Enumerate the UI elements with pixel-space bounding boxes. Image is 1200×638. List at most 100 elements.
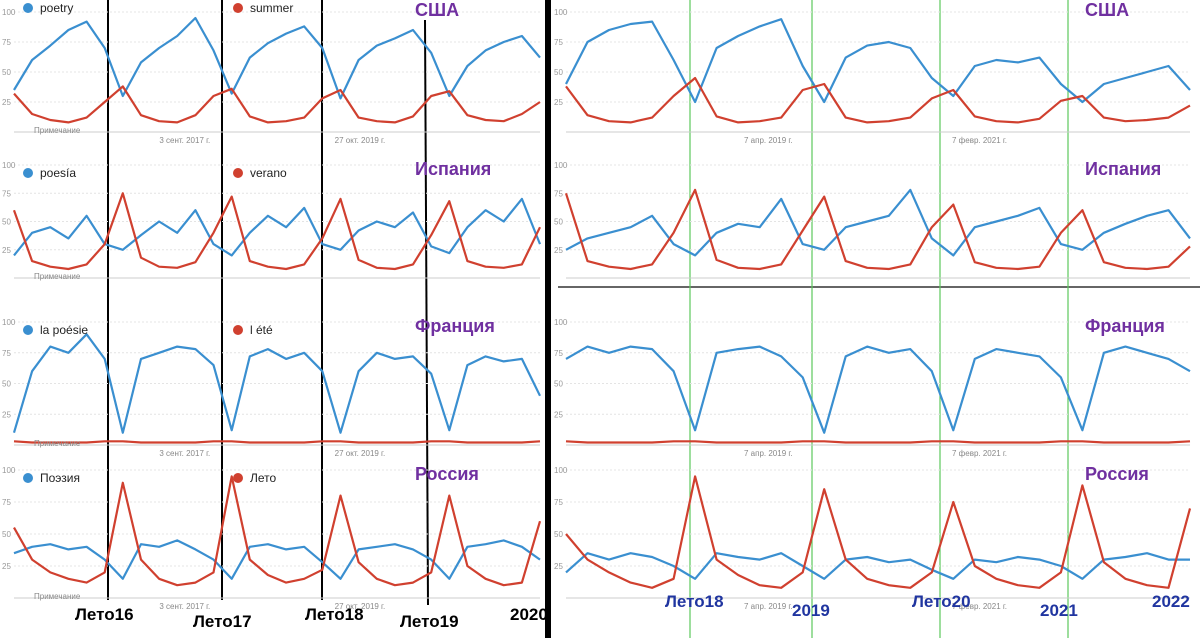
series-line bbox=[565, 76, 1191, 124]
series-line bbox=[13, 197, 542, 257]
y-tick-label: 100 bbox=[2, 466, 16, 475]
country-title: Испания bbox=[415, 159, 491, 179]
legend-dot bbox=[233, 473, 243, 483]
date-label: 3 сент. 2017 г. bbox=[159, 136, 210, 145]
legend-label: summer bbox=[250, 1, 293, 15]
series-line bbox=[12, 192, 541, 271]
date-label: 7 апр. 2019 г. bbox=[744, 602, 793, 611]
date-label: 7 апр. 2019 г. bbox=[744, 136, 793, 145]
annotation: Лето17 bbox=[193, 612, 252, 631]
annotation: 2022 bbox=[1152, 592, 1190, 611]
date-label: 7 февр. 2021 г. bbox=[952, 136, 1007, 145]
country-title: Франция bbox=[415, 316, 495, 336]
series-line bbox=[13, 475, 542, 587]
annotation: 2019 bbox=[792, 601, 830, 620]
country-title: Испания bbox=[1085, 159, 1161, 179]
series-line bbox=[13, 539, 541, 580]
note: Примечание bbox=[34, 439, 81, 448]
legend-dot bbox=[23, 3, 33, 13]
y-tick-label: 100 bbox=[2, 8, 16, 17]
series-line bbox=[565, 552, 1190, 580]
legend-dot bbox=[23, 473, 33, 483]
date-label: 7 апр. 2019 г. bbox=[744, 449, 793, 458]
note: Примечание bbox=[34, 126, 81, 135]
date-label: 7 февр. 2021 г. bbox=[952, 602, 1007, 611]
date-label: 27 окт. 2019 г. bbox=[335, 449, 386, 458]
series-line bbox=[565, 440, 1191, 444]
y-tick-label: 50 bbox=[2, 68, 11, 77]
y-tick-label: 100 bbox=[2, 318, 16, 327]
y-tick-label: 25 bbox=[2, 562, 11, 571]
summer-line bbox=[424, 19, 429, 606]
y-tick-label: 75 bbox=[554, 189, 563, 198]
legend-dot bbox=[23, 325, 33, 335]
annotation: Лето18 bbox=[665, 592, 724, 611]
series-line bbox=[564, 188, 1191, 271]
y-tick-label: 75 bbox=[554, 38, 563, 47]
country-title: Россия bbox=[415, 464, 479, 484]
y-tick-label: 50 bbox=[2, 218, 11, 227]
series-line bbox=[565, 475, 1192, 589]
country-title: США bbox=[1085, 0, 1129, 20]
legend-label: verano bbox=[250, 166, 287, 180]
y-tick-label: 25 bbox=[554, 98, 563, 107]
y-tick-label: 50 bbox=[2, 530, 11, 539]
legend-dot bbox=[233, 168, 243, 178]
y-tick-label: 25 bbox=[554, 562, 563, 571]
country-title: США bbox=[415, 0, 459, 20]
legend-label: Лето bbox=[250, 471, 277, 485]
country-title: Франция bbox=[1085, 316, 1165, 336]
series-line bbox=[12, 333, 541, 434]
legend-dot bbox=[233, 3, 243, 13]
date-label: 27 окт. 2019 г. bbox=[335, 602, 386, 611]
annotation: 2021 bbox=[1040, 601, 1078, 620]
note: Примечание bbox=[34, 272, 81, 281]
legend-label: poetry bbox=[40, 1, 73, 15]
y-tick-label: 100 bbox=[2, 161, 16, 170]
date-label: 27 окт. 2019 г. bbox=[335, 136, 386, 145]
series-line bbox=[13, 440, 541, 444]
legend-label: Поэзия bbox=[40, 471, 80, 485]
legend-label: la poésie bbox=[40, 323, 88, 337]
y-tick-label: 50 bbox=[2, 380, 11, 389]
y-tick-label: 100 bbox=[554, 318, 568, 327]
y-tick-label: 50 bbox=[554, 530, 563, 539]
annotation: 2020 bbox=[510, 605, 548, 624]
y-tick-label: 75 bbox=[554, 349, 563, 358]
y-tick-label: 50 bbox=[554, 218, 563, 227]
date-label: 3 сент. 2017 г. bbox=[159, 449, 210, 458]
y-tick-label: 100 bbox=[554, 8, 568, 17]
y-tick-label: 25 bbox=[554, 410, 563, 419]
annotation: Лето19 bbox=[400, 612, 459, 631]
series-line bbox=[13, 85, 541, 124]
legend-dot bbox=[23, 168, 33, 178]
legend-label: poesía bbox=[40, 166, 76, 180]
y-tick-label: 25 bbox=[2, 410, 11, 419]
series-line bbox=[13, 16, 541, 100]
y-tick-label: 75 bbox=[2, 349, 11, 358]
divider bbox=[545, 0, 551, 638]
series-line bbox=[565, 345, 1191, 434]
y-tick-label: 25 bbox=[2, 98, 11, 107]
y-tick-label: 25 bbox=[554, 246, 563, 255]
annotation: Лето18 bbox=[305, 605, 364, 624]
y-tick-label: 50 bbox=[554, 68, 563, 77]
y-tick-label: 25 bbox=[2, 246, 11, 255]
y-tick-label: 75 bbox=[2, 189, 11, 198]
date-label: 7 февр. 2021 г. bbox=[952, 449, 1007, 458]
legend-label: l été bbox=[250, 323, 273, 337]
y-tick-label: 50 bbox=[554, 380, 563, 389]
country-title: Россия bbox=[1085, 464, 1149, 484]
y-tick-label: 100 bbox=[554, 466, 568, 475]
summer-lines-right bbox=[689, 0, 1069, 638]
y-tick-label: 75 bbox=[2, 38, 11, 47]
y-tick-label: 75 bbox=[554, 498, 563, 507]
annotation: Лето20 bbox=[912, 592, 971, 611]
legend-dot bbox=[233, 325, 243, 335]
annotation: Лето16 bbox=[75, 605, 134, 624]
y-tick-label: 100 bbox=[554, 161, 568, 170]
date-label: 3 сент. 2017 г. bbox=[159, 602, 210, 611]
y-tick-label: 75 bbox=[2, 498, 11, 507]
